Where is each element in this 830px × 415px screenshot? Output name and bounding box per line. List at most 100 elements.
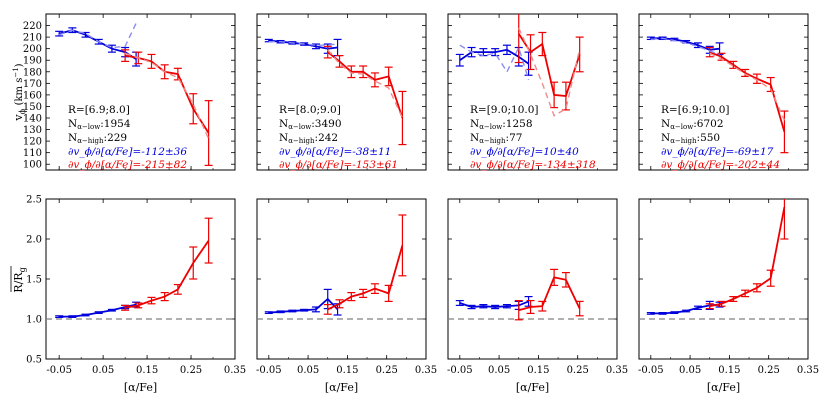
y-tick-label: 210 (23, 33, 42, 44)
x-tick-label: 0.25 (567, 365, 589, 376)
y-tick-label: 180 (23, 67, 42, 78)
top-y-axis-label-text: vϕ (km s−1) (12, 63, 27, 121)
x-tick-label: 0.05 (297, 365, 319, 376)
legend-n-low-part: :1258 (502, 118, 532, 130)
y-tick-label: 110 (23, 148, 42, 159)
bottom-y-axis-label-text-part: g (18, 267, 27, 272)
legend-n-low-part: α−low (670, 123, 693, 131)
legend-n-low-part: α−low (288, 123, 311, 131)
y-tick-label: 1.5 (26, 275, 42, 286)
legend-n-high: Nα−high:242 (279, 132, 338, 145)
legend-n-high-part: :242 (315, 132, 339, 144)
series-line-model-alpha-low (459, 44, 530, 81)
panel-vphi-3: R=[9.0;10.0]Nα−low:1258Nα−high:77∂v_ϕ/∂[… (447, 13, 618, 171)
legend-range: R=[6.9;8.0] (68, 104, 130, 116)
legend-n-low: Nα−low:6702 (661, 118, 724, 131)
legend-n-high-part: :77 (506, 132, 523, 144)
y-tick-label: 150 (23, 102, 42, 113)
legend-gradient-high: ∂v_ϕ/∂[α/Fe]=-215±82 (68, 159, 187, 171)
legend-n-high-part: α−high (77, 137, 104, 145)
x-tick-label: 0.05 (92, 365, 114, 376)
legend-n-low-part: α−low (479, 123, 502, 131)
x-tick-label: 0.15 (718, 365, 740, 376)
x-tick-label: 0.25 (180, 365, 202, 376)
y-tick-label: 120 (23, 137, 42, 148)
y-tick-label: 200 (23, 44, 42, 55)
y-tick-label: 140 (23, 114, 42, 125)
top-y-axis-label-text-part: ϕ (18, 108, 27, 114)
panel-vphi-2: R=[8.0;9.0]Nα−low:3490Nα−high:242∂v_ϕ/∂[… (256, 13, 427, 171)
panel-data (639, 199, 808, 320)
legend-n-high-part: N (279, 132, 288, 144)
panel-frame (447, 13, 618, 171)
legend-gradient-low: ∂v_ϕ/∂[α/Fe]=-69±17 (661, 146, 774, 158)
legend-n-high-part: N (68, 132, 77, 144)
top-y-axis-label-text-part: v (12, 114, 25, 122)
x-axis-label: [α/Fe] (516, 381, 549, 394)
series-line-alpha-high (518, 276, 581, 312)
x-axis-label: [α/Fe] (124, 381, 157, 394)
x-tick-label: -0.05 (638, 365, 664, 376)
panel-ratio-4: -0.05 0.05 0.15 0.25 0.35 [α/Fe] (638, 198, 819, 394)
bottom-y-axis-label-text: R/Rg (12, 267, 27, 292)
panel-frame (256, 13, 427, 171)
x-tick-label: 0.35 (797, 365, 819, 376)
legend-gradient-high: ∂v_ϕ/∂[α/Fe]=-134±318 (470, 159, 596, 171)
series-line-model-alpha-high (709, 52, 786, 121)
legend-range: R=[9.0;10.0] (470, 104, 539, 116)
panel-ratio-1: -0.05 0.05 0.15 0.25 0.35 [α/Fe] 0.5 1.0 1.5 2.0 2… (26, 195, 246, 395)
panel-vphi-4: R=[6.9;10.0]Nα−low:6702Nα−high:550∂v_ϕ/∂… (638, 13, 809, 171)
series-line-model-alpha-high (327, 49, 404, 119)
y-tick-label: 220 (23, 21, 42, 32)
legend-n-low-part: N (470, 118, 479, 130)
x-axis-label: [α/Fe] (325, 381, 358, 394)
x-tick-label: -0.05 (46, 365, 72, 376)
y-tick-label: 2.5 (26, 195, 42, 206)
x-axis-label: [α/Fe] (707, 381, 740, 394)
legend-n-high-part: N (470, 132, 479, 144)
legend-n-high-part: N (661, 132, 670, 144)
legend-gradient-high: ∂v_ϕ/∂[α/Fe]=-202±44 (661, 159, 780, 171)
panel-frame (45, 198, 236, 360)
series-line-model-alpha-high (124, 52, 210, 140)
panel-data (448, 268, 617, 321)
legend-gradient-low: ∂v_ϕ/∂[α/Fe]=-38±11 (279, 146, 391, 158)
series-line-alpha-high (709, 206, 786, 308)
panel-frame (638, 13, 809, 171)
y-tick-label: 130 (23, 125, 42, 136)
x-tick-label: 0.05 (679, 365, 701, 376)
series-line-model-alpha-high (518, 27, 581, 117)
panel-frame (256, 198, 427, 360)
x-tick-label: 0.15 (136, 365, 158, 376)
legend-n-low-part: :3490 (311, 118, 341, 130)
y-tick-label: 2.0 (26, 235, 42, 246)
legend-n-low-part: :6702 (693, 118, 723, 130)
x-tick-label: 0.35 (224, 365, 246, 376)
series-line-model-alpha-low (58, 22, 137, 49)
legend-n-low: Nα−low:1258 (470, 118, 533, 131)
legend-n-high: Nα−high:550 (661, 132, 720, 145)
panel-data (264, 38, 407, 146)
bottom-y-axis-label-text-part: R/R (12, 272, 25, 293)
legend-gradient-low: ∂v_ϕ/∂[α/Fe]=-112±36 (68, 146, 187, 158)
series-line-model-alpha-low (268, 41, 338, 46)
legend-n-high-part: α−high (479, 137, 506, 145)
panel-data (46, 217, 235, 320)
top-y-axis-label-text-part: −1 (12, 67, 20, 77)
x-tick-label: -0.05 (447, 365, 473, 376)
y-tick-label: 170 (23, 79, 42, 90)
x-tick-label: 0.05 (488, 365, 510, 376)
panel-data (257, 214, 426, 320)
x-tick-label: 0.35 (606, 365, 628, 376)
series-line-alpha-high (124, 240, 210, 309)
panel-ratio-3: -0.05 0.05 0.15 0.25 0.35 [α/Fe] (447, 198, 628, 394)
legend-n-high-part: :550 (697, 132, 721, 144)
x-tick-label: -0.05 (256, 365, 282, 376)
top-y-axis-label: vϕ (km s−1) (12, 63, 27, 121)
panel-ratio-2: -0.05 0.05 0.15 0.25 0.35 [α/Fe] (256, 198, 437, 394)
legend-n-low-part: :1954 (100, 118, 131, 130)
legend-n-low: Nα−low:3490 (279, 118, 342, 131)
panel-data (646, 36, 789, 154)
